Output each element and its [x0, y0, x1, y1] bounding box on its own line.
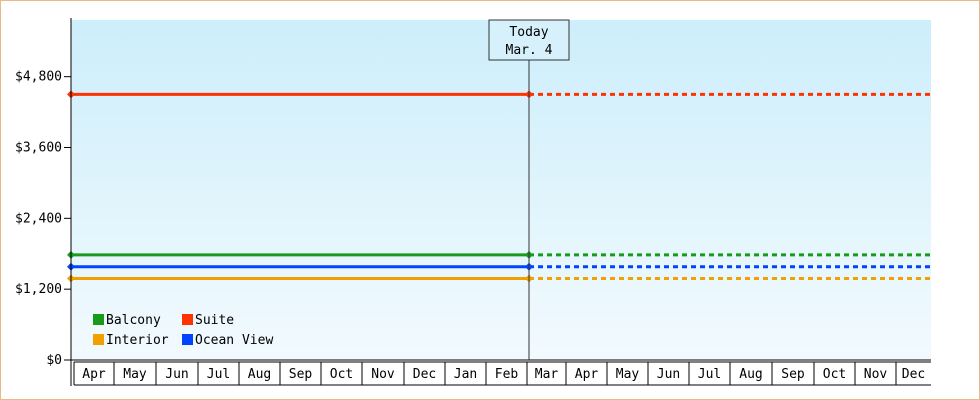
legend-swatch-suite: [182, 314, 193, 325]
month-label: Dec: [413, 367, 436, 382]
month-label: Jun: [657, 367, 680, 382]
month-label: Nov: [371, 367, 395, 382]
month-label: Apr: [575, 367, 599, 382]
y-tick-label: $1,200: [15, 282, 62, 297]
month-label: Jan: [454, 367, 477, 382]
month-label: Sep: [781, 367, 805, 382]
legend-label-interior: Interior: [106, 333, 169, 348]
month-label: Feb: [495, 367, 519, 382]
month-label: Apr: [82, 367, 106, 382]
y-tick-label: $4,800: [15, 70, 62, 85]
legend-label-balcony: Balcony: [106, 313, 161, 328]
month-label: Jul: [207, 367, 230, 382]
today-callout: [488, 19, 570, 61]
legend-label-ocean-view: Ocean View: [195, 333, 273, 348]
y-tick-label: $2,400: [15, 211, 62, 226]
legend-swatch-interior: [93, 334, 104, 345]
y-tick-label: $0: [46, 353, 62, 368]
month-label: Jul: [698, 367, 721, 382]
month-label: Mar: [535, 367, 559, 382]
month-label: Aug: [739, 367, 762, 382]
today-date: Mar. 4: [506, 43, 553, 58]
month-label: Nov: [864, 367, 888, 382]
month-label: Sep: [289, 367, 313, 382]
legend-swatch-ocean-view: [182, 334, 193, 345]
today-label: Today: [509, 25, 548, 40]
month-label: Jun: [165, 367, 188, 382]
month-label: May: [616, 367, 640, 382]
month-label: May: [123, 367, 147, 382]
month-label: Aug: [248, 367, 271, 382]
legend: Balcony Suite Interior Ocean View: [93, 313, 273, 348]
legend-swatch-balcony: [93, 314, 104, 325]
month-label: Oct: [330, 367, 353, 382]
month-label: Dec: [902, 367, 925, 382]
y-tick-label: $3,600: [15, 141, 62, 156]
plot-area: [71, 20, 931, 360]
legend-label-suite: Suite: [195, 313, 234, 328]
month-label: Oct: [823, 367, 846, 382]
